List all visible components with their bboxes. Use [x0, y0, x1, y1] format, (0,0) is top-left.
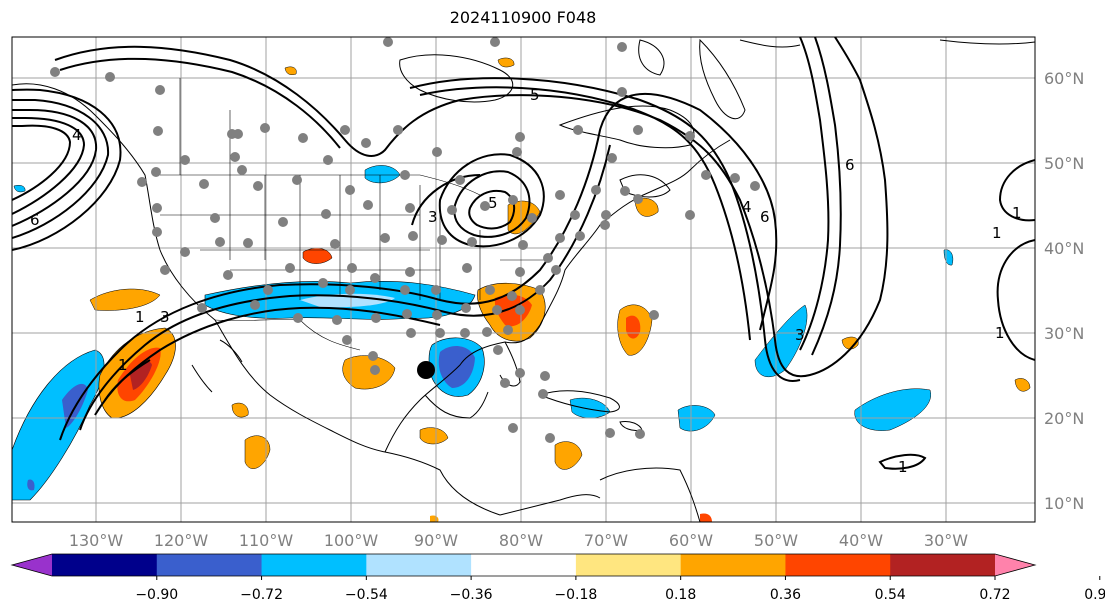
figure-title: 2024110900 F048: [449, 8, 597, 27]
colorbar-extend-min: [12, 554, 52, 576]
colorbar-segment: [890, 554, 996, 576]
lon-label: 40°W: [839, 531, 883, 550]
latitude-labels: 60°N 50°N 40°N 30°N 20°N 10°N: [1044, 69, 1084, 513]
lon-label: 120°W: [154, 531, 209, 550]
colorbar-tick-label: 0.90: [1084, 587, 1105, 603]
colorbar-segment: [156, 554, 263, 576]
political-borders: [160, 78, 550, 351]
lat-label: 20°N: [1044, 409, 1084, 428]
map-border: [11, 36, 1036, 523]
contour-label: 4: [72, 126, 82, 144]
contour-label: 3: [795, 326, 805, 344]
colorbar-segment: [471, 554, 577, 576]
colorbar-tick-label: −0.72: [240, 587, 283, 603]
colorbar-segment: [52, 554, 158, 576]
contour-label: 1: [898, 458, 908, 476]
contour-label: 6: [30, 211, 40, 229]
lat-label: 30°N: [1044, 324, 1084, 343]
contour-lines: [12, 37, 1035, 470]
colorbar-segment: [575, 554, 682, 576]
contour-label: 1: [995, 324, 1005, 342]
lon-label: 100°W: [324, 531, 379, 550]
contour-label: 3: [428, 208, 438, 226]
lon-label: 90°W: [414, 531, 458, 550]
lon-label: 30°W: [924, 531, 968, 550]
colorbar-extend-max: [995, 554, 1035, 576]
storm-center-marker: [417, 361, 435, 379]
lat-label: 10°N: [1044, 494, 1084, 513]
lat-label: 50°N: [1044, 154, 1084, 173]
colorbar-tick-label: −0.54: [345, 587, 388, 603]
lon-label: 60°W: [669, 531, 713, 550]
lon-label: 50°W: [754, 531, 798, 550]
colorbar-segment: [261, 554, 367, 576]
contour-label: 1: [118, 356, 128, 374]
graticule: [12, 37, 1035, 522]
contour-labels: 6 4 1 1 3 5 3 5 4 6 6 1 1 1 1 3: [30, 86, 1022, 476]
lon-label: 70°W: [584, 531, 628, 550]
contour-label: 1: [1012, 204, 1022, 222]
lon-label: 110°W: [239, 531, 294, 550]
contour-label: 1: [135, 308, 145, 326]
station-markers: [50, 37, 760, 443]
contour-label: 5: [530, 86, 540, 104]
contour-label: 5: [488, 194, 498, 212]
lon-label: 80°W: [499, 531, 543, 550]
contour-label: 4: [742, 198, 752, 216]
colorbar-tick-label: 0.18: [665, 587, 696, 603]
colorbar-tick-label: 0.36: [770, 587, 801, 603]
colorbar-tick-label: −0.90: [135, 587, 178, 603]
colorbar-segment: [785, 554, 891, 576]
colorbar-outline: [10, 553, 1037, 577]
colorbar-tick-label: 0.72: [979, 587, 1010, 603]
colorbar-tick-label: 0.54: [875, 587, 906, 603]
longitude-labels: 130°W 120°W 110°W 100°W 90°W 80°W 70°W 6…: [69, 531, 968, 550]
contour-label: 3: [160, 308, 170, 326]
colorbar-segment: [366, 554, 472, 576]
colorbar-tick-label: −0.36: [450, 587, 493, 603]
colorbar: −0.90 −0.72 −0.54 −0.36 −0.18 0.18 0.36 0.54 0.7…: [10, 553, 1105, 603]
contour-label: 6: [760, 208, 770, 226]
contour-label: 6: [845, 156, 855, 174]
map-background: [12, 37, 1035, 522]
lat-label: 40°N: [1044, 239, 1084, 258]
contour-label: 1: [992, 224, 1002, 242]
lat-label: 60°N: [1044, 69, 1084, 88]
colorbar-segment: [680, 554, 786, 576]
lon-label: 130°W: [69, 531, 124, 550]
colorbar-tick-label: −0.18: [554, 587, 597, 603]
